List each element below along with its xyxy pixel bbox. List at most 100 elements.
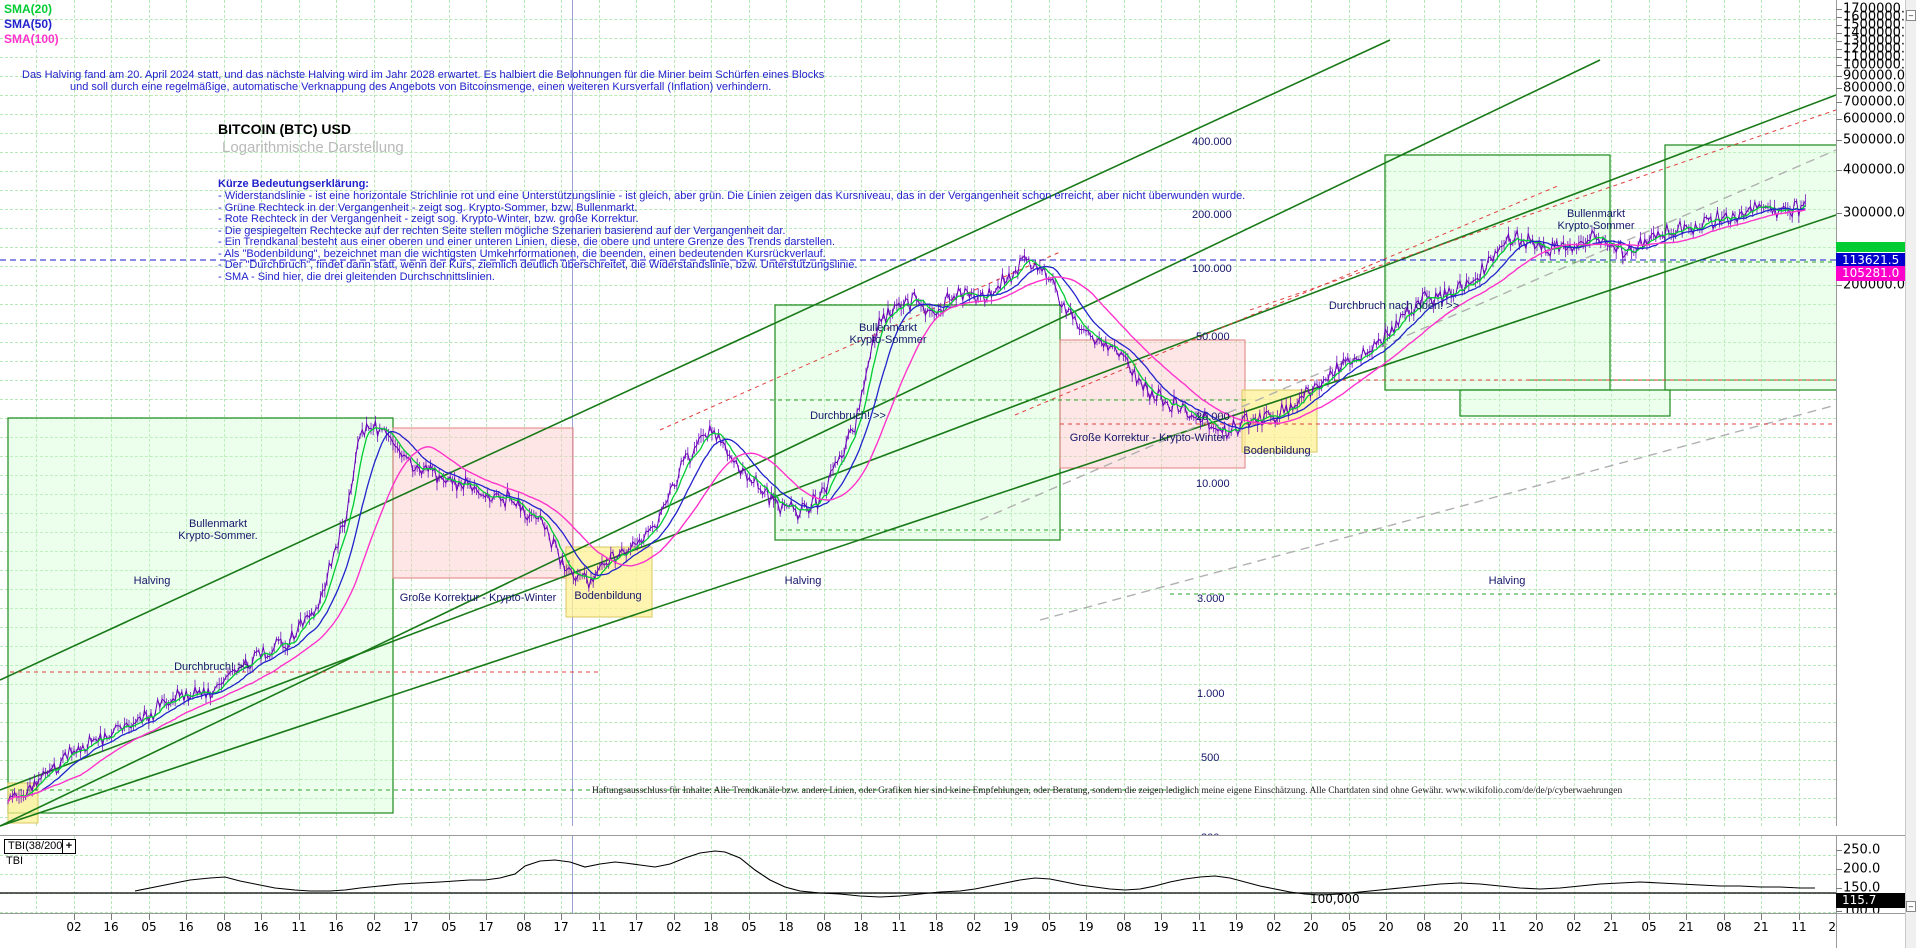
time-tick-label: 21 xyxy=(1753,920,1769,934)
time-tick xyxy=(1236,914,1237,920)
annotation-bull1: Bullenmarkt Krypto-Sommer. xyxy=(178,518,258,542)
indicator-tick xyxy=(1836,888,1842,889)
legend-line: - Grüne Rechteck in der Vergangenheit - … xyxy=(218,201,638,214)
time-tick-label: 21 xyxy=(1603,920,1619,934)
time-axis[interactable]: 02 16 05 16 08 16 11 16 02 17 05 17 08 17 11 17 02 18 05 18… xyxy=(0,913,1844,948)
rail-minus-icon[interactable]: – xyxy=(1906,10,1916,21)
price-tick xyxy=(1836,41,1842,42)
time-tick-label: 16 xyxy=(103,920,119,934)
indicator-expand-icon[interactable]: + xyxy=(62,839,76,854)
indicator-line xyxy=(134,850,1815,898)
time-tick xyxy=(1611,914,1612,920)
price-tick-label: 300000.0 xyxy=(1843,205,1906,221)
time-tick-label: 11 xyxy=(1491,920,1507,934)
right-rail-scrollbar[interactable]: – – xyxy=(1905,0,1916,948)
sma20-legend[interactable]: SMA(20) xyxy=(4,2,53,16)
indicator-series-layer xyxy=(0,850,1836,898)
chart-title: BITCOIN (BTC) USD xyxy=(218,121,351,137)
time-tick xyxy=(711,914,712,920)
resistance-line xyxy=(1014,184,1561,416)
bull-market-box xyxy=(1459,389,1671,417)
price-tick xyxy=(1836,49,1842,50)
annotation-boden2: Bodenbildung xyxy=(1243,445,1311,457)
indicator-axis-line xyxy=(1836,836,1837,914)
time-tick xyxy=(1199,914,1200,920)
time-tick xyxy=(374,914,375,920)
annotation-halving1: Halving xyxy=(133,575,171,587)
price-tick xyxy=(1836,33,1842,34)
time-tick-label: 18 xyxy=(853,920,869,934)
chart-subtitle: Logarithmische Darstellung xyxy=(222,139,404,156)
time-tick-label: 16 xyxy=(253,920,269,934)
indicator-current-value-tag: 115.7 xyxy=(1836,893,1916,908)
mirror-channel-line xyxy=(1039,404,1837,621)
sma50-line xyxy=(7,207,1806,803)
price-tick-label: 800000.0 xyxy=(1843,80,1906,96)
indicator-pane[interactable]: TBI(38/200) + TBI 100,000 xyxy=(0,835,1837,914)
indicator-series-label: TBI xyxy=(6,855,24,867)
legend-line: - Die gespiegelten Rechtecke auf der rec… xyxy=(218,224,786,237)
annotation-bull3: Bullenmarkt Krypto-Sommer xyxy=(1557,208,1635,232)
time-tick-label: 08 xyxy=(1116,920,1132,934)
indicator-name-box[interactable]: TBI(38/200) xyxy=(4,839,71,854)
time-tick xyxy=(74,914,75,920)
time-tick xyxy=(1461,914,1462,920)
price-chart-pane[interactable]: SMA(20) SMA(50) SMA(100) Das Halving fan… xyxy=(0,0,1906,844)
inline-price-label: 200.000 xyxy=(1192,209,1232,221)
annotation-durch1: Durchbruch! >> xyxy=(174,661,250,673)
price-tick-label: 1000000.0 xyxy=(1843,57,1914,73)
time-tick xyxy=(1761,914,1762,920)
indicator-tick xyxy=(1836,850,1842,851)
annotation-bull2: Bullenmarkt Krypto-Sommer xyxy=(849,322,927,346)
time-tick-label: 05 xyxy=(141,920,157,934)
time-tick xyxy=(861,914,862,920)
price-tick-label: 200000.0 xyxy=(1843,277,1906,293)
sma100-line xyxy=(7,209,1806,803)
time-tick-label: 08 xyxy=(1416,920,1432,934)
price-tick xyxy=(1836,170,1842,171)
price-tick-label: 1600000.0 xyxy=(1843,9,1914,25)
price-tick-label: 700000.0 xyxy=(1843,94,1906,110)
time-tick xyxy=(1724,914,1725,920)
time-tick-label: 11 xyxy=(1791,920,1807,934)
time-tick-label: 08 xyxy=(816,920,832,934)
sma-bottom-price-tag: 105281.0 xyxy=(1836,266,1916,281)
annotation-durchoben: Durchbruch nach oben! >> xyxy=(1328,300,1460,312)
inline-price-label: 500 xyxy=(1201,752,1220,764)
annotation-boden1: Bodenbildung xyxy=(574,590,642,602)
time-tick xyxy=(1086,914,1087,920)
time-tick-label: 17 xyxy=(553,920,569,934)
price-tick xyxy=(1836,76,1842,77)
indicator-axis[interactable]: 250.0 200.0 150.0 100.0 115.7 xyxy=(1836,835,1916,919)
legend-line: - Ein Trendkanal besteht aus einer obere… xyxy=(218,236,836,248)
time-tick xyxy=(936,914,937,920)
time-tick xyxy=(749,914,750,920)
price-tick-label: 1400000.0 xyxy=(1843,25,1914,41)
bull-market-box xyxy=(1384,154,1611,391)
sma50-legend[interactable]: SMA(50) xyxy=(4,17,53,31)
time-tick xyxy=(1386,914,1387,920)
time-tick-label: 18 xyxy=(778,920,794,934)
time-tick-label: 17 xyxy=(403,920,419,934)
sma20-line xyxy=(7,204,1806,803)
time-tick-label: 19 xyxy=(1078,920,1094,934)
price-axis[interactable]: 1700000.0 1600000.0 1500000.0 1400000.0 1300… xyxy=(1836,0,1916,826)
sma100-legend[interactable]: SMA(100) xyxy=(4,32,59,46)
time-tick xyxy=(1311,914,1312,920)
time-tick xyxy=(1274,914,1275,920)
time-tick xyxy=(224,914,225,920)
time-tick xyxy=(449,914,450,920)
rail-minus-icon-2[interactable]: – xyxy=(1906,901,1916,912)
time-tick-label: 20 xyxy=(1303,920,1319,934)
time-tick-label: 20 xyxy=(1378,920,1394,934)
time-tick xyxy=(336,914,337,920)
time-tick xyxy=(111,914,112,920)
time-tick xyxy=(1011,914,1012,920)
time-tick-label: 16 xyxy=(328,920,344,934)
time-tick xyxy=(599,914,600,920)
annotation-halving2: Halving xyxy=(784,575,822,587)
trend-channel-line xyxy=(0,59,1601,827)
time-tick xyxy=(786,914,787,920)
price-tick-label: 1700000.0 xyxy=(1843,1,1914,17)
